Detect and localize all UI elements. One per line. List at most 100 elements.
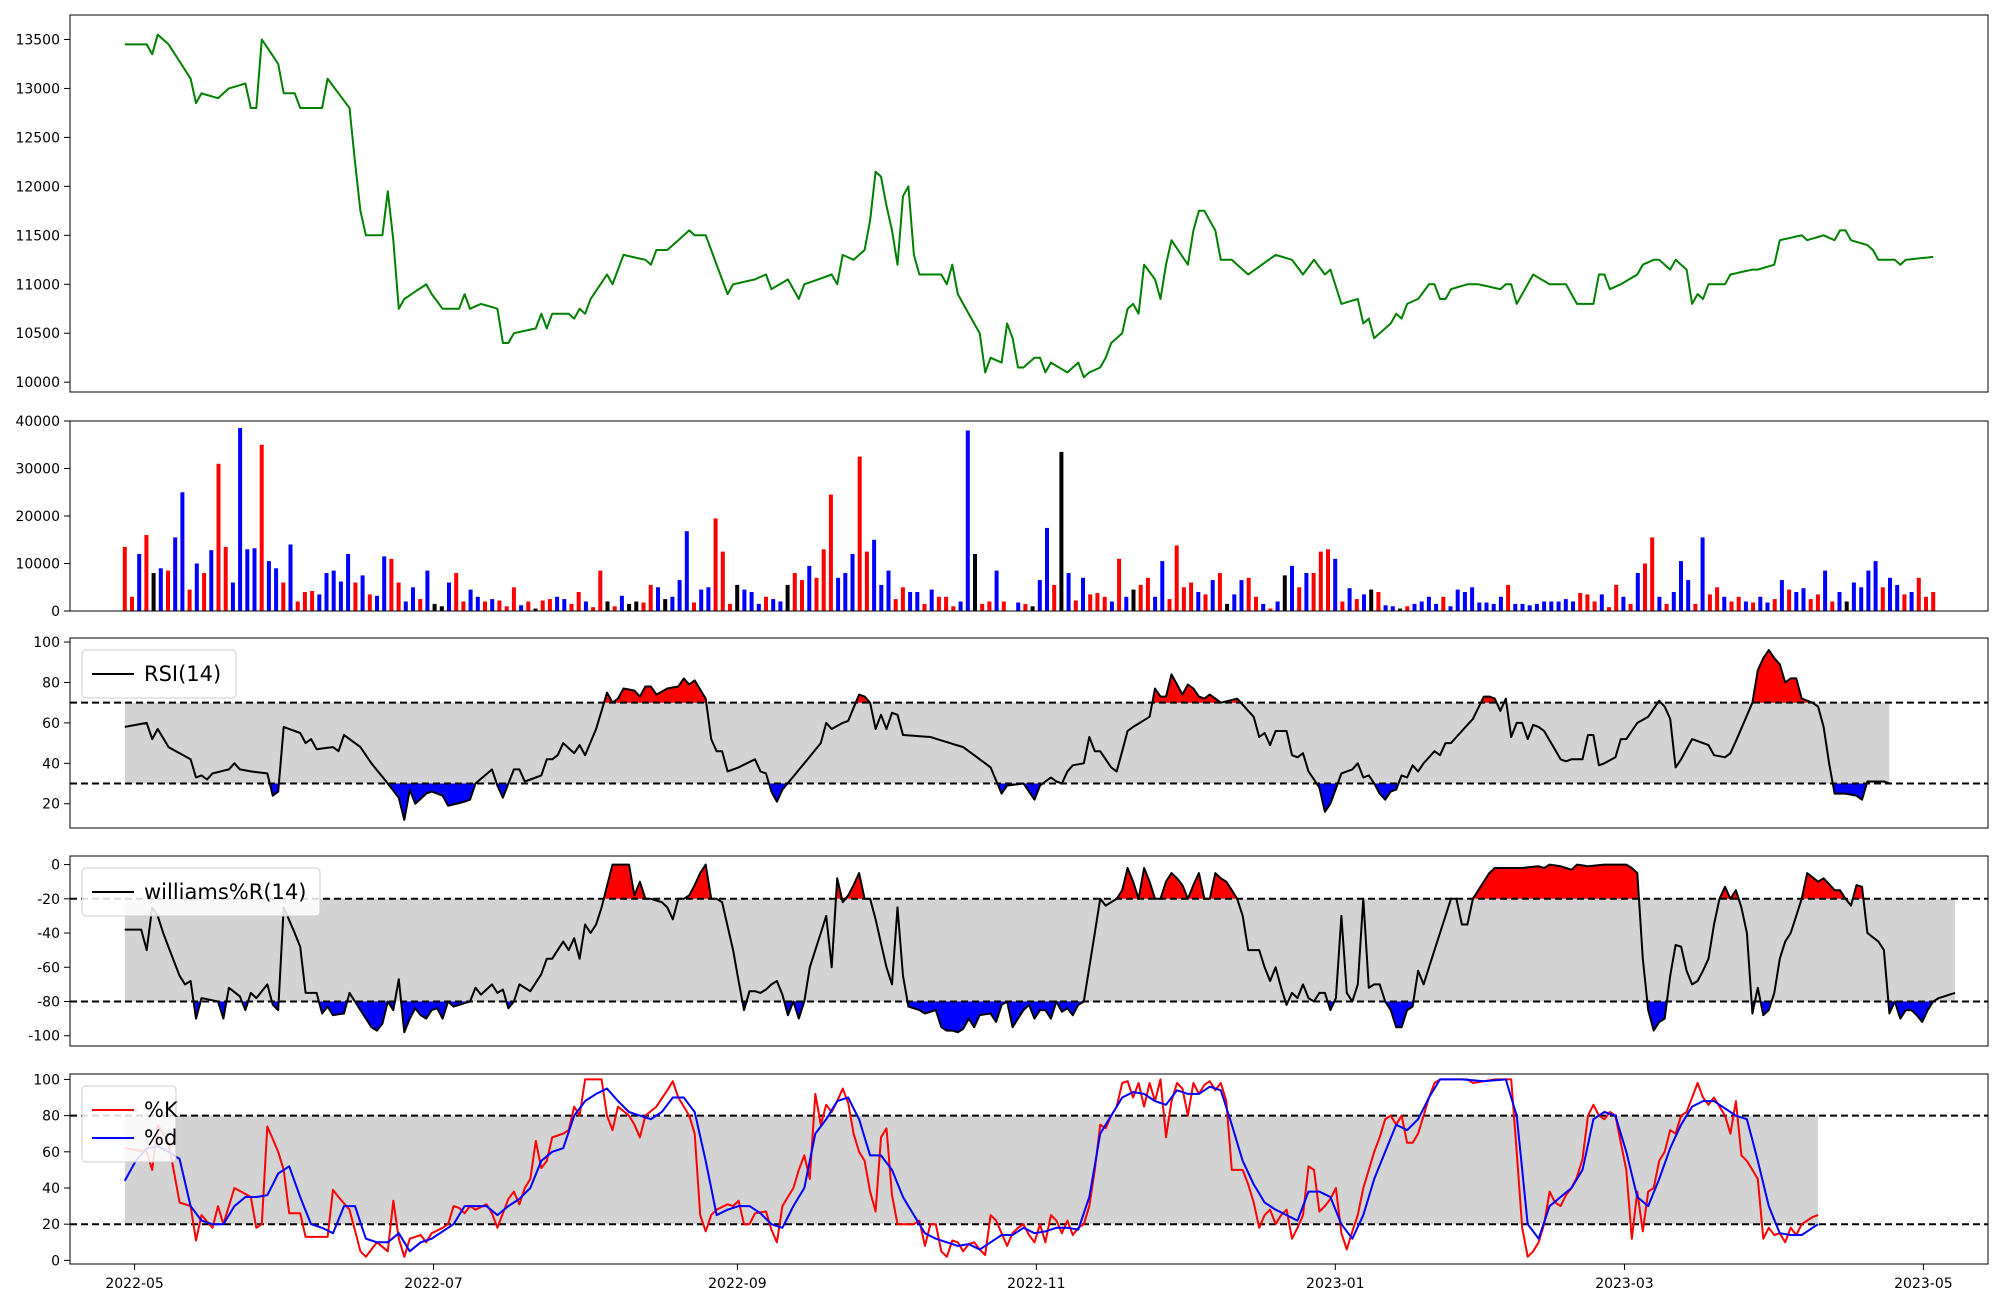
volume-bar — [735, 584, 740, 611]
volume-bar — [1232, 594, 1237, 611]
x-tick-label: 2022-09 — [708, 1276, 767, 1292]
volume-bar — [1455, 589, 1460, 611]
williams-overbought-fill — [1138, 868, 1155, 899]
volume-bar — [526, 601, 531, 611]
volume-ytick-label: 30000 — [15, 462, 60, 478]
volume-bar — [1571, 601, 1575, 611]
volume-bar — [288, 544, 293, 611]
x-tick-label: 2022-11 — [1007, 1276, 1066, 1292]
x-tick-label: 2023-05 — [1894, 1276, 1953, 1292]
volume-bar — [1549, 601, 1554, 611]
volume-bar — [396, 582, 401, 611]
volume-bar — [1239, 580, 1244, 611]
price-plot-area — [70, 15, 1988, 392]
volume-bar — [202, 573, 207, 611]
volume-bar — [951, 606, 956, 612]
volume-bar — [713, 518, 718, 611]
williams-oversold-fill — [793, 1001, 805, 1019]
rsi-ytick-label: 20 — [42, 797, 60, 813]
volume-bar — [836, 577, 841, 612]
price-ytick-label: 11000 — [15, 277, 60, 293]
volume-bar — [1023, 603, 1028, 611]
volume-bar — [1607, 607, 1611, 611]
x-tick-label: 2023-01 — [1306, 1276, 1365, 1292]
volume-bar — [1851, 582, 1856, 611]
volume-bar — [432, 603, 437, 611]
williams-ytick-label: -100 — [28, 1029, 60, 1045]
volume-bar — [1145, 577, 1150, 612]
rsi-panel: 20 40 60 80 100 RSI(14) — [33, 635, 1989, 829]
volume-bar — [1037, 580, 1042, 611]
volume-bar — [692, 602, 696, 611]
volume-bar — [576, 592, 581, 611]
volume-ytick-label: 40000 — [15, 414, 60, 430]
volume-bar — [1124, 596, 1129, 612]
williams-ytick-label: -40 — [37, 926, 60, 942]
volume-bar — [562, 599, 567, 611]
volume-bar — [1217, 573, 1222, 611]
stochastic-ytick-label: 40 — [42, 1181, 60, 1197]
volume-bar — [1743, 601, 1748, 611]
volume-bar — [742, 589, 747, 611]
volume-bar — [338, 581, 343, 611]
williams-ytick-label: -20 — [37, 892, 60, 908]
volume-bar — [944, 596, 949, 612]
volume-bar — [922, 603, 927, 611]
volume-bar — [1700, 537, 1705, 611]
volume-bar — [1866, 570, 1871, 611]
stochastic-ytick-label: 60 — [42, 1145, 60, 1161]
rsi-ytick-label: 100 — [33, 635, 60, 651]
volume-bar — [1787, 589, 1792, 611]
volume-bar — [180, 492, 185, 612]
volume-bar — [612, 606, 617, 612]
x-tick-label: 2023-03 — [1595, 1276, 1654, 1292]
volume-bar — [1304, 573, 1309, 611]
williams-overbought-fill — [1209, 873, 1238, 899]
volume-bar — [1808, 599, 1813, 611]
volume-bar — [1859, 587, 1864, 612]
volume-bar — [468, 589, 473, 611]
volume-bar — [216, 463, 221, 612]
williams-oversold-fill — [1007, 1001, 1057, 1028]
rsi-frame — [69, 637, 1989, 829]
volume-bar — [1246, 577, 1251, 612]
volume-bar — [1578, 593, 1583, 611]
rsi-ytick-label: 40 — [42, 756, 60, 772]
volume-bar — [1167, 599, 1172, 611]
volume-bar — [1030, 606, 1035, 612]
volume-bar — [1066, 573, 1071, 611]
volume-bar — [1470, 587, 1475, 612]
volume-bar — [569, 603, 574, 611]
williams-neutral-band — [124, 898, 1956, 1002]
rsi-oversold-fill — [1023, 783, 1043, 800]
volume-bar — [1095, 593, 1100, 611]
volume-bar — [1102, 596, 1107, 612]
price-ytick-label: 11500 — [15, 228, 60, 244]
volume-bar — [728, 603, 732, 611]
volume-bar — [375, 595, 379, 611]
volume-bar — [893, 599, 898, 611]
volume-bar — [259, 444, 264, 612]
volume-ytick-label: 10000 — [15, 557, 60, 573]
volume-bar — [360, 575, 365, 611]
volume-bar — [720, 551, 725, 611]
volume-bar — [317, 594, 322, 611]
volume-bar — [1844, 601, 1849, 611]
williams-ytick-label: -80 — [37, 994, 60, 1010]
volume-bar — [1369, 589, 1374, 611]
volume-bar — [555, 596, 560, 612]
volume-bar — [814, 577, 819, 612]
volume-bar — [1599, 594, 1604, 611]
volume-bar — [1297, 587, 1302, 612]
rsi-oversold-fill — [997, 783, 1024, 794]
volume-bar — [411, 587, 415, 612]
volume-bar — [670, 596, 675, 612]
volume-bar — [1534, 603, 1539, 611]
williams-overbought-fill — [1160, 873, 1188, 899]
volume-bar — [1498, 596, 1503, 612]
stochastic-frame — [69, 1073, 1989, 1265]
williams-oversold-fill — [355, 1001, 388, 1031]
williams-legend — [81, 867, 321, 917]
volume-bar — [1491, 603, 1496, 611]
